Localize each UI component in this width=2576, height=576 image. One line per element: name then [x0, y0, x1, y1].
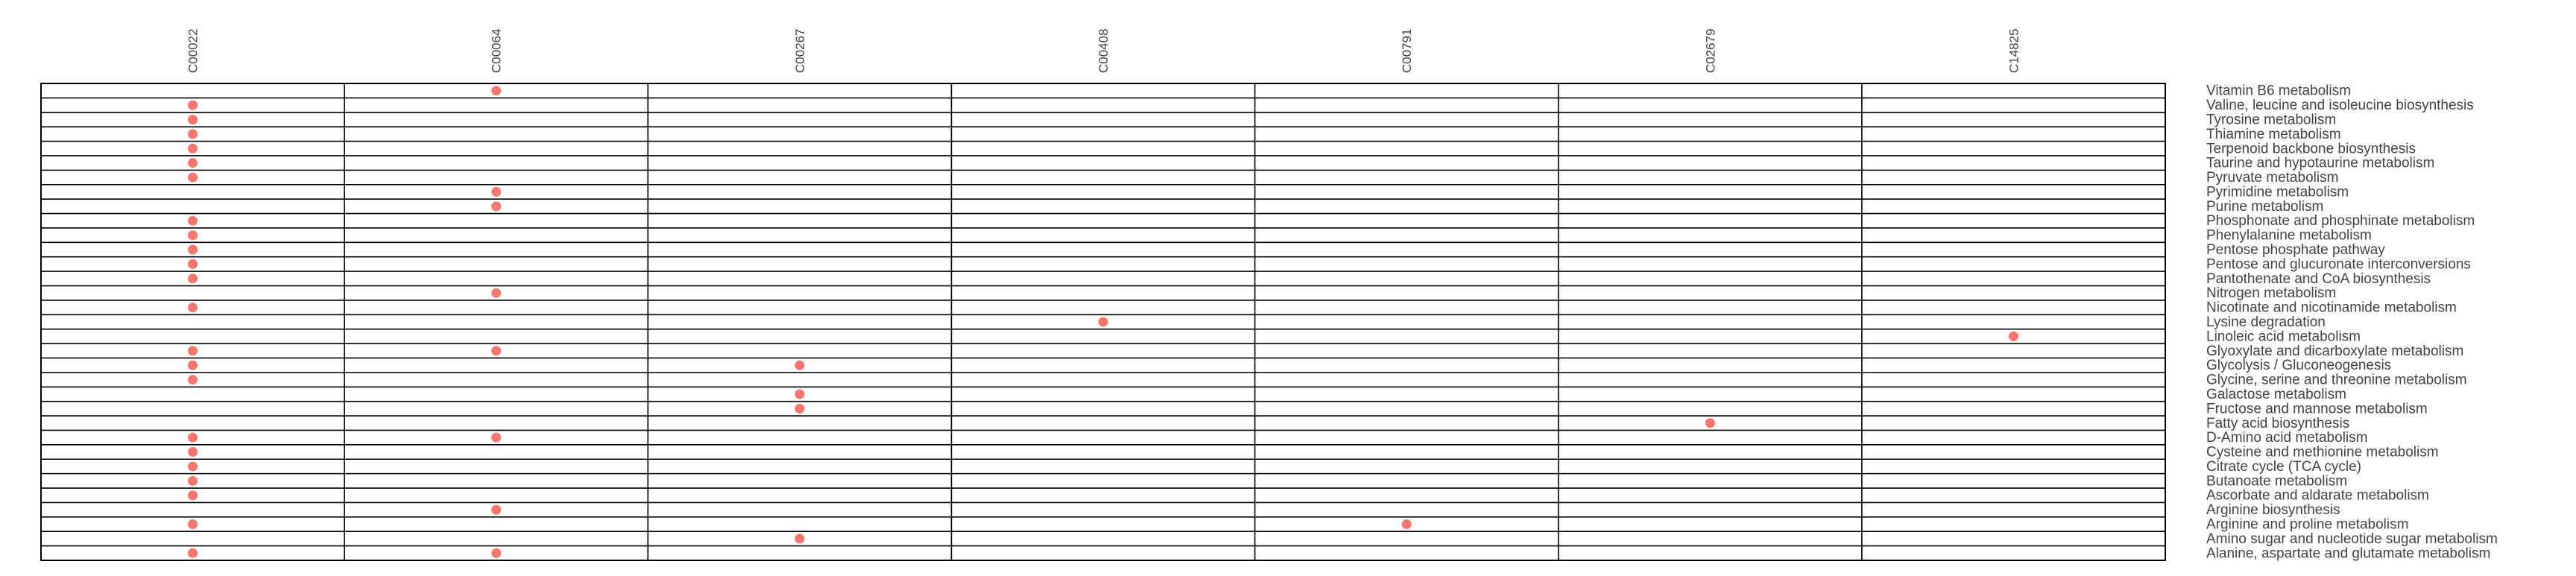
y-tick-label: Thiamine metabolism	[2206, 127, 2341, 142]
panel-border	[40, 83, 2166, 561]
data-point	[188, 244, 198, 255]
x-tick-label: C00408	[1096, 28, 1111, 73]
data-point	[188, 303, 198, 313]
x-tick-label: C14825	[2007, 28, 2021, 73]
y-tick-label: Glycolysis / Gluconeogenesis	[2206, 358, 2391, 373]
y-tick-label: Pantothenate and CoA biosynthesis	[2206, 271, 2431, 287]
y-tick-label: Vitamin B6 metabolism	[2206, 83, 2351, 99]
y-tick-label: Valine, leucine and isoleucine biosynthe…	[2206, 98, 2474, 113]
y-tick-label: Pyrimidine metabolism	[2206, 184, 2349, 200]
x-tick-label: C00064	[490, 28, 504, 73]
y-tick-label: Pentose phosphate pathway	[2206, 242, 2385, 258]
data-point	[795, 389, 805, 399]
data-point	[795, 534, 805, 544]
x-tick-label: C00791	[1400, 28, 1414, 73]
data-point	[491, 504, 502, 515]
y-tick-label: Linoleic acid metabolism	[2206, 329, 2361, 344]
y-tick-label: Arginine and proline metabolism	[2206, 517, 2408, 533]
y-tick-label: Taurine and hypotaurine metabolism	[2206, 156, 2434, 171]
data-point	[188, 114, 198, 124]
data-point	[491, 86, 502, 96]
y-tick-label: D-Amino acid metabolism	[2206, 430, 2367, 446]
y-tick-label: Citrate cycle (TCA cycle)	[2206, 459, 2361, 475]
y-tick-label: Fructose and mannose metabolism	[2206, 401, 2428, 417]
data-point	[188, 143, 198, 154]
data-point	[188, 273, 198, 284]
data-point	[188, 447, 198, 458]
data-point	[188, 100, 198, 110]
y-tick-label: Pyruvate metabolism	[2206, 170, 2338, 186]
data-point	[491, 432, 502, 443]
y-tick-label: Lysine degradation	[2206, 314, 2326, 330]
data-point	[188, 432, 198, 443]
y-tick-label: Butanoate metabolism	[2206, 473, 2347, 489]
data-point	[491, 346, 502, 356]
y-tick-label: Fatty acid biosynthesis	[2206, 416, 2349, 431]
y-tick-label: Galactose metabolism	[2206, 387, 2346, 402]
y-tick-label: Cysteine and methionine metabolism	[2206, 445, 2439, 461]
x-tick-label: C00267	[793, 28, 807, 73]
data-point	[1098, 317, 1108, 327]
data-point	[2008, 331, 2018, 341]
y-tick-label: Glyoxylate and dicarboxylate metabolism	[2206, 344, 2463, 359]
data-point	[1401, 519, 1412, 530]
data-point	[188, 461, 198, 472]
y-tick-label: Phosphonate and phosphinate metabolism	[2206, 213, 2475, 229]
data-point	[795, 360, 805, 370]
data-point	[188, 548, 198, 558]
y-tick-label: Alanine, aspartate and glutamate metabol…	[2206, 545, 2490, 561]
y-tick-label: Purine metabolism	[2206, 199, 2323, 215]
y-tick-label: Arginine biosynthesis	[2206, 502, 2340, 518]
grid-layer	[40, 83, 2166, 561]
data-point	[1705, 418, 1715, 428]
x-tick-labels: C00022 C00064 C00267 C00408 C00791 C02679 C148…	[186, 28, 2021, 73]
y-tick-label: Nitrogen metabolism	[2206, 285, 2336, 301]
data-point	[188, 158, 198, 168]
y-tick-label: Nicotinate and nicotinamide metabolism	[2206, 300, 2457, 316]
data-point	[188, 230, 198, 241]
data-point	[795, 403, 805, 414]
data-point	[188, 519, 198, 530]
y-tick-label: Ascorbate and aldarate metabolism	[2206, 488, 2429, 504]
data-points	[188, 86, 2018, 558]
y-tick-label: Pentose and glucuronate interconversions	[2206, 256, 2471, 272]
data-point	[188, 172, 198, 183]
x-tick-label: C00022	[186, 28, 201, 73]
data-point	[188, 360, 198, 370]
x-tick-label: C02679	[1703, 28, 1717, 73]
data-point	[491, 288, 502, 298]
data-point	[491, 548, 502, 558]
data-point	[188, 475, 198, 486]
y-tick-label: Terpenoid backbone biosynthesis	[2206, 141, 2416, 156]
y-tick-label: Tyrosine metabolism	[2206, 112, 2336, 127]
data-point	[188, 490, 198, 501]
data-point	[491, 201, 502, 212]
data-point	[188, 346, 198, 356]
y-tick-label: Phenylalanine metabolism	[2206, 228, 2372, 244]
data-point	[188, 375, 198, 385]
data-point	[188, 215, 198, 226]
y-tick-label: Glycine, serine and threonine metabolism	[2206, 373, 2467, 388]
data-point	[491, 186, 502, 197]
data-point	[188, 129, 198, 139]
y-tick-label: Amino sugar and nucleotide sugar metabol…	[2206, 531, 2498, 547]
data-point	[188, 259, 198, 269]
